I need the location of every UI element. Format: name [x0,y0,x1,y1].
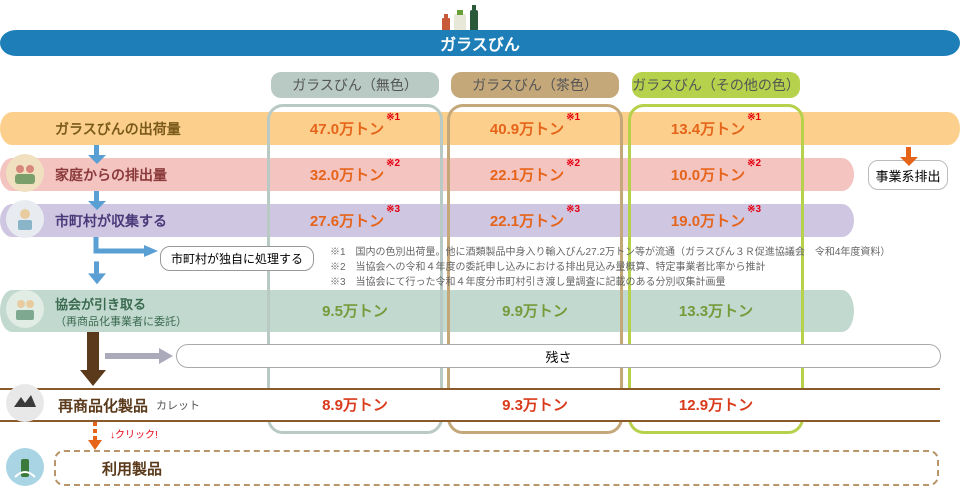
arrow-assoc-product [78,332,108,390]
arrow-3-muni-own [86,237,166,263]
row-product-label: 再商品化製品 [58,395,148,416]
val-household-c2: 22.1万トン※2 [450,158,620,191]
val-municipal-c2: 22.1万トン※3 [450,204,620,237]
arrow-product-use [85,422,105,452]
val-household-c3: 10.0万トン※2 [631,158,801,191]
val-product-c2: 9.3万トン [450,388,620,421]
row-use-label: 利用製品 [102,458,162,479]
row-household-label: 家庭からの排出量 [55,165,167,185]
row-product-sub: カレット [156,397,200,413]
val-product-c1: 8.9万トン [270,388,440,421]
val-municipal-c3: 19.0万トン※3 [631,204,801,237]
municipal-own-pill: 市町村が独自に処理する [160,246,314,271]
footnote-3: ※3 当協会にて行った令和４年度分市町村引き渡し量調査に記載のある分別収集計画量 [330,275,940,290]
footnote-2: ※2 当協会への令和４年度の委託申し込みにおける排出見込み量概算、特定事業者比率… [330,260,940,275]
val-assoc-c1: 9.5万トン [270,294,440,327]
val-assoc-c2: 9.9万トン [450,294,620,327]
row-assoc-sub: （再商品化事業者に委託） [55,313,187,329]
business-emission-label: 事業系排出 [875,166,940,185]
use-icon [6,448,44,486]
col-header-colorless: ガラスびん（無色） [271,72,439,98]
header-title: ガラスびん [440,31,520,55]
residue-label: 残さ [545,347,571,366]
col-label-brown: ガラスびん（茶色） [472,75,598,95]
family-icon [6,154,44,192]
arrow-to-residue [105,348,175,364]
col-label-colorless: ガラスびん（無色） [292,75,418,95]
col-header-other: ガラスびん（その他の色） [632,72,800,98]
arrow-1-2 [88,145,104,161]
cullet-icon [6,384,44,422]
val-shipment-c1: 47.0万トン※1 [270,112,440,145]
arrow-to-business [900,147,916,163]
footnotes: ※1 国内の色別出荷量。他に酒類製品中身入り輸入びん27.2万トン等が流通（ガラ… [330,245,940,290]
glass-bottle-flowchart: ガラスびん ガラスびん（無色） ガラスびん（茶色） ガラスびん（その他の色） ガ… [0,0,960,500]
val-municipal-c1: 27.6万トン※3 [270,204,440,237]
val-household-c1: 32.0万トン※2 [270,158,440,191]
arrow-3-4 [88,261,104,280]
residue-pill: 残さ [176,344,941,368]
municipal-own-label: 市町村が独自に処理する [171,252,303,266]
row-assoc-label: 協会が引き取る [55,294,146,313]
val-shipment-c3: 13.4万トン※1 [631,112,801,145]
header-bar: ガラスびん [0,30,960,56]
footnote-1: ※1 国内の色別出荷量。他に酒類製品中身入り輸入びん27.2万トン等が流通（ガラ… [330,245,940,260]
click-label[interactable]: ↓クリック! [110,426,158,441]
row-shipment-label: ガラスびんの出荷量 [55,119,181,139]
row-municipal-label: 市町村が収集する [55,211,167,231]
col-header-brown: ガラスびん（茶色） [451,72,619,98]
assoc-icon [6,290,44,328]
val-assoc-c3: 13.3万トン [631,294,801,327]
arrow-2-3 [88,191,104,207]
val-product-c3: 12.9万トン [631,388,801,421]
val-shipment-c2: 40.9万トン※1 [450,112,620,145]
col-label-other: ガラスびん（その他の色） [632,75,800,95]
worker-icon [6,200,44,238]
row-use-box[interactable]: 利用製品 [54,450,939,486]
